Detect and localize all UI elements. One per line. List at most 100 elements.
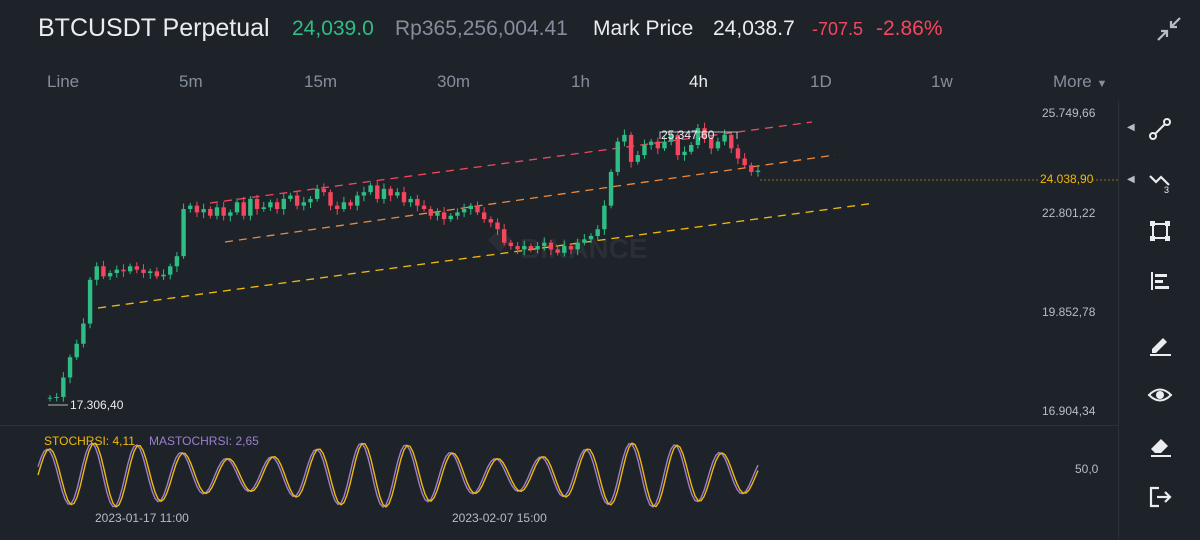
candle-body: [388, 188, 393, 196]
watermark: BINANCE: [488, 228, 648, 264]
high-marker: [659, 131, 738, 139]
tab-15m[interactable]: 15m: [304, 72, 338, 91]
fib-tool-icon[interactable]: 3: [1141, 162, 1179, 200]
trend-line-icon[interactable]: [1141, 110, 1179, 148]
candles: [47, 122, 761, 402]
candle-body: [595, 229, 600, 236]
candle-body: [401, 192, 407, 203]
candle-body: [628, 134, 634, 162]
price-change-percent: -2.86%: [876, 17, 943, 40]
candle-body: [682, 151, 687, 156]
candle-body: [234, 202, 240, 213]
candle-body: [47, 397, 53, 399]
candle-body: [141, 269, 146, 274]
candle-body: [301, 202, 307, 206]
candle-body: [328, 192, 333, 206]
time-tick: 2023-01-17 11:00: [95, 511, 189, 525]
support-line[interactable]: [97, 202, 876, 309]
candle-body: [709, 138, 714, 149]
tab-5m[interactable]: 5m: [179, 72, 203, 91]
eraser-icon[interactable]: [1141, 426, 1179, 464]
tab-more-label: More: [1053, 72, 1092, 91]
symbol-title[interactable]: BTCUSDT Perpetual: [38, 14, 270, 42]
eye-icon[interactable]: [1141, 376, 1179, 414]
candle-body: [495, 222, 500, 230]
candle-body: [221, 207, 226, 216]
candle-body: [662, 141, 667, 149]
candle-body: [308, 198, 313, 203]
candle-body: [348, 202, 353, 206]
current-price-tag: 24.038,90: [1040, 172, 1094, 186]
tab-1h[interactable]: 1h: [571, 72, 590, 91]
candle-body: [341, 202, 347, 210]
resistance-line[interactable]: [209, 121, 813, 204]
price-tick: 16.904,34: [1042, 404, 1096, 418]
indicator-level: 50,0: [1075, 462, 1099, 476]
candle-body: [395, 192, 400, 196]
candle-body: [655, 141, 661, 149]
price-chart[interactable]: BINANCE: [0, 0, 1118, 540]
candle-body: [435, 212, 440, 216]
candle-body: [261, 207, 266, 210]
candle-body: [335, 205, 340, 210]
candle-body: [421, 205, 427, 210]
mastochrsi-line: [37, 442, 759, 508]
mastochrsi-label: MASTOCHRSI: 2,65: [149, 434, 259, 448]
candle-body: [74, 343, 79, 358]
candle-body: [294, 195, 300, 206]
text-align-icon[interactable]: [1141, 262, 1179, 300]
exit-icon[interactable]: [1141, 478, 1179, 516]
candle-body: [61, 377, 66, 397]
shape-rectangle-icon[interactable]: [1141, 212, 1179, 250]
header: BTCUSDT Perpetual 24,039.0 Rp365,256,004…: [0, 0, 1200, 60]
candle-body: [441, 212, 447, 220]
edit-pencil-icon[interactable]: [1141, 324, 1179, 362]
tab-4h[interactable]: 4h: [689, 72, 708, 91]
caret-left-icon[interactable]: ◀: [1127, 122, 1135, 133]
tab-1d[interactable]: 1D: [810, 72, 832, 91]
candle-body: [174, 256, 180, 267]
caret-left-icon[interactable]: ◀: [1127, 174, 1135, 185]
candle-body: [568, 246, 574, 250]
tab-line[interactable]: Line: [47, 72, 80, 91]
candle-body: [501, 229, 507, 243]
candle-body: [281, 198, 286, 210]
candle-body: [622, 134, 627, 142]
candle-body: [114, 269, 119, 274]
candle-body: [381, 188, 387, 199]
candle-body: [695, 128, 701, 145]
candle-body: [67, 357, 73, 378]
candle-body: [642, 144, 647, 156]
candle-body: [147, 271, 153, 274]
candle-body: [375, 185, 380, 199]
price-tick: 25.749,66: [1042, 106, 1096, 120]
candle-body: [481, 212, 487, 220]
candle-body: [735, 148, 741, 159]
candle-body: [648, 141, 654, 145]
candle-body: [722, 134, 727, 142]
tab-more[interactable]: More ▼: [1053, 72, 1107, 92]
candle-body: [488, 219, 494, 223]
candle-body: [528, 246, 534, 250]
candle-body: [461, 209, 467, 213]
tab-1w[interactable]: 1w: [931, 72, 953, 91]
mid-channel-line[interactable]: [224, 154, 836, 243]
candle-body: [314, 188, 320, 199]
candle-body: [168, 266, 173, 275]
candle-body: [715, 141, 721, 149]
mark-price-value: 24,038.7: [713, 17, 795, 40]
candle-body: [742, 158, 747, 166]
candle-body: [54, 396, 59, 398]
candle-body: [468, 205, 473, 210]
stochrsi-label: STOCHRSI: 4,11: [44, 434, 135, 448]
candle-body: [729, 134, 734, 149]
collapse-icon[interactable]: [1156, 16, 1182, 42]
panel-divider: [0, 425, 1118, 426]
candle-body: [87, 279, 93, 324]
candle-body: [181, 209, 186, 257]
candle-body: [161, 274, 166, 277]
mark-price-label: Mark Price: [593, 17, 694, 40]
tab-30m[interactable]: 30m: [437, 72, 471, 91]
candle-body: [582, 239, 587, 243]
candle-body: [81, 323, 86, 344]
